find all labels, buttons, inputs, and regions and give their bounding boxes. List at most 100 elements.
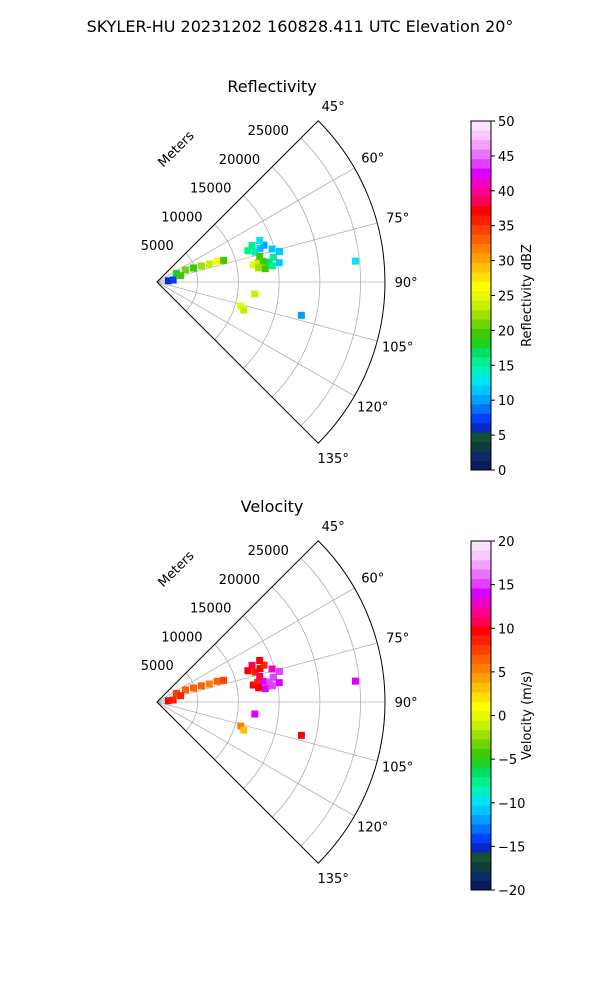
colorbar-segment bbox=[471, 607, 491, 617]
data-point bbox=[213, 677, 221, 685]
range-axis-label: Meters bbox=[156, 128, 198, 170]
data-point bbox=[172, 689, 180, 697]
data-point bbox=[275, 667, 283, 675]
data-point bbox=[268, 245, 276, 253]
data-point bbox=[297, 311, 305, 319]
data-point bbox=[269, 253, 277, 261]
colorbar-tick-label: −5 bbox=[498, 753, 517, 768]
theta-gridline bbox=[156, 222, 378, 283]
panel-title: Velocity bbox=[241, 497, 304, 516]
colorbar-segment bbox=[471, 271, 491, 282]
theta-tick-label: 60° bbox=[361, 151, 384, 166]
data-point bbox=[275, 259, 283, 267]
data-point bbox=[351, 677, 359, 685]
data-point bbox=[268, 682, 276, 690]
data-point bbox=[205, 260, 213, 268]
colorbar-tick-label: 15 bbox=[498, 579, 515, 594]
theta-gridline bbox=[156, 642, 378, 703]
colorbar-tick-label: 30 bbox=[498, 255, 515, 270]
range-tick-label: 10000 bbox=[161, 630, 202, 645]
colorbar-segment bbox=[471, 337, 491, 348]
theta-gridline bbox=[156, 167, 355, 283]
data-point bbox=[197, 682, 205, 690]
colorbar-tick-label: −20 bbox=[498, 884, 525, 899]
colorbar-segment bbox=[471, 215, 491, 226]
colorbar-segment bbox=[471, 842, 491, 853]
colorbar-segment bbox=[471, 597, 491, 608]
velocity-panel: Velocity 45° 60° 75° 90° 105° 120° 135° 5000 1000… bbox=[141, 497, 535, 899]
theta-tick-label: 120° bbox=[357, 821, 388, 836]
theta-tick-label: 135° bbox=[318, 452, 349, 467]
range-ring bbox=[214, 644, 239, 760]
data-point bbox=[181, 266, 189, 274]
data-point bbox=[248, 662, 256, 670]
colorbar-segment bbox=[471, 635, 491, 646]
colorbar-segment bbox=[471, 814, 491, 825]
theta-tick-label: 90° bbox=[395, 276, 418, 291]
colorbar-segment bbox=[471, 748, 491, 759]
colorbar-segment bbox=[471, 130, 491, 141]
colorbar-segment bbox=[471, 319, 491, 329]
colorbar-segment bbox=[471, 569, 491, 580]
theta-gridline bbox=[156, 587, 355, 703]
colorbar-segment bbox=[471, 309, 491, 320]
colorbar-segment bbox=[471, 795, 491, 806]
colorbar-tick-label: 35 bbox=[498, 220, 515, 235]
colorbar-segment bbox=[471, 786, 491, 797]
data-point bbox=[213, 257, 221, 265]
colorbar-segment bbox=[471, 833, 491, 844]
colorbar-segment bbox=[471, 616, 491, 627]
range-tick-label: 10000 bbox=[161, 210, 202, 225]
colorbar-segment bbox=[471, 625, 491, 636]
data-point bbox=[256, 665, 264, 673]
data-point bbox=[259, 257, 267, 265]
data-point bbox=[248, 242, 256, 250]
colorbar-segment bbox=[471, 644, 491, 655]
data-point bbox=[237, 302, 245, 310]
range-tick-label: 15000 bbox=[190, 602, 231, 617]
data-point bbox=[275, 679, 283, 687]
data-point bbox=[259, 677, 267, 685]
colorbar-tick-label: 50 bbox=[498, 115, 515, 130]
data-point bbox=[249, 681, 257, 689]
range-ring bbox=[243, 615, 280, 789]
range-tick-label: 20000 bbox=[219, 573, 260, 588]
range-tick-label: 25000 bbox=[248, 124, 289, 139]
colorbar-segment bbox=[471, 234, 491, 245]
data-point bbox=[177, 692, 185, 700]
colorbar-segment bbox=[471, 300, 491, 311]
data-point bbox=[254, 258, 262, 266]
colorbar-segment bbox=[471, 139, 491, 150]
data-point bbox=[256, 657, 264, 665]
reflectivity-panel: Reflectivity 45° 60° 75° 90° 105° 120° 135° 5000… bbox=[141, 77, 535, 479]
data-point bbox=[240, 726, 248, 734]
colorbar-tick-label: 5 bbox=[498, 429, 506, 444]
colorbar-segment bbox=[471, 262, 491, 273]
colorbar-segment bbox=[471, 541, 491, 551]
colorbar-label: Velocity (m/s) bbox=[520, 671, 535, 760]
colorbar-segment bbox=[471, 281, 491, 292]
data-point bbox=[189, 684, 197, 692]
colorbar-tick-label: 0 bbox=[498, 464, 506, 479]
range-ring bbox=[214, 224, 239, 340]
colorbar-segment bbox=[471, 328, 491, 339]
colorbar-segment bbox=[471, 187, 491, 197]
colorbar-segment bbox=[471, 375, 491, 386]
colorbar-segment bbox=[471, 710, 491, 721]
data-point bbox=[255, 264, 263, 272]
colorbar-segment bbox=[471, 673, 491, 683]
data-point bbox=[251, 290, 259, 298]
colorbar-segment bbox=[471, 460, 491, 471]
colorbar-segment bbox=[471, 432, 491, 443]
theta-tick-label: 135° bbox=[318, 872, 349, 887]
data-point bbox=[244, 247, 252, 255]
data-point bbox=[256, 672, 264, 680]
data-point bbox=[265, 258, 273, 266]
data-point bbox=[197, 262, 205, 270]
colorbar-segment bbox=[471, 767, 491, 778]
data-point bbox=[240, 306, 248, 314]
colorbar-label: Reflectivity dBZ bbox=[520, 244, 535, 347]
colorbar-segment bbox=[471, 451, 491, 461]
data-point bbox=[205, 680, 213, 688]
data-point bbox=[251, 668, 259, 676]
